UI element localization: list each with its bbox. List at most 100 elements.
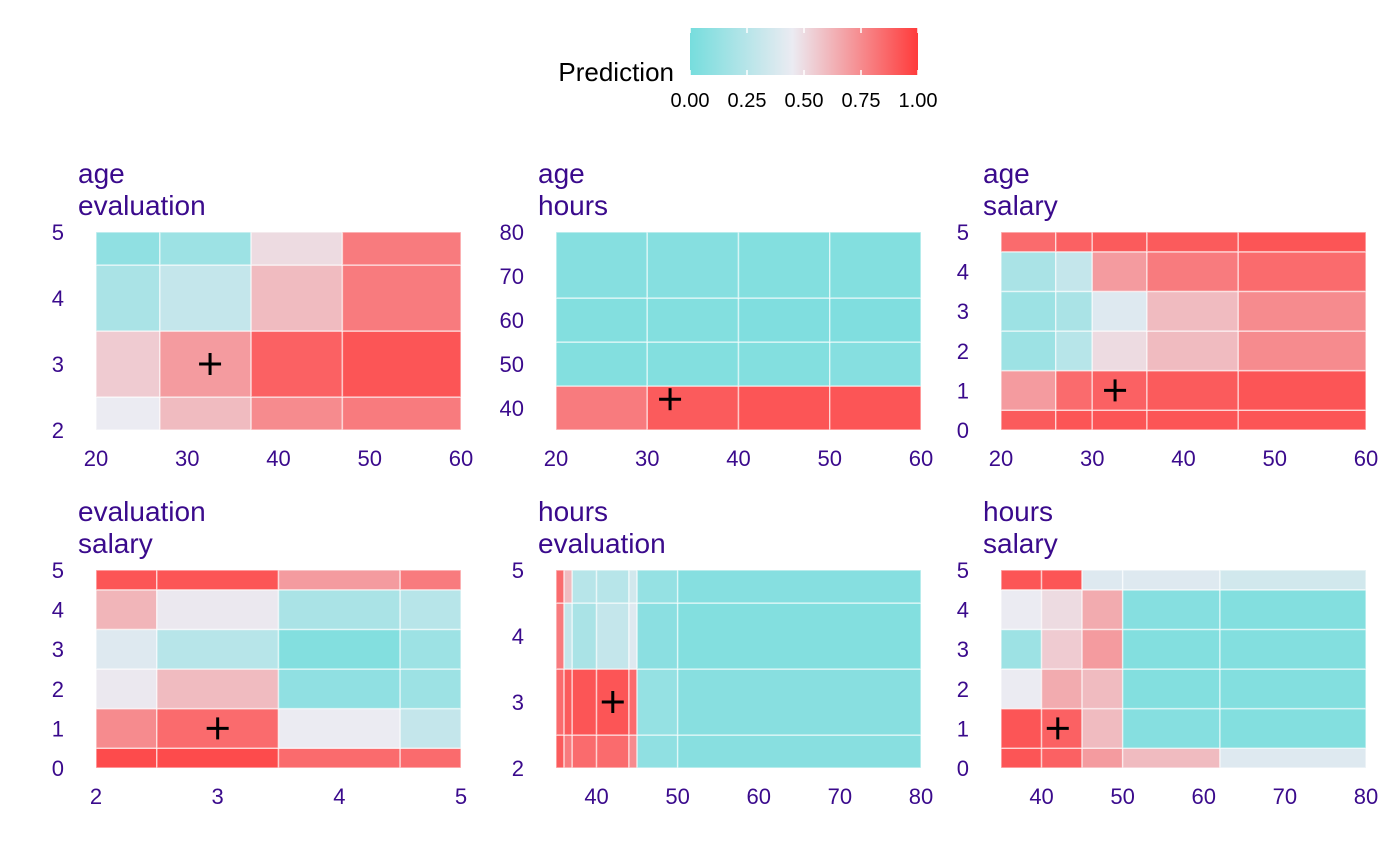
panel-title-line: age (78, 158, 125, 189)
heatmap-cell (156, 569, 280, 591)
heatmap-cells (555, 231, 922, 431)
x-tick-label: 50 (1110, 784, 1134, 809)
heatmap-cell (1081, 589, 1124, 631)
x-tick-label: 40 (1029, 784, 1053, 809)
y-tick-label: 4 (957, 260, 969, 285)
heatmap-cell (676, 569, 922, 604)
heatmap-cell (277, 589, 401, 631)
heatmap-cell (555, 231, 648, 299)
x-tick-label: 4 (333, 784, 345, 809)
heatmap-plot: 2 3 4 5 0 1 2 3 4 5 (52, 558, 467, 809)
y-tick-label: 2 (512, 756, 524, 781)
heatmap-cell (341, 264, 462, 332)
x-tick-label: 40 (266, 446, 290, 471)
x-tick-label: 80 (1354, 784, 1378, 809)
heatmap-cell (555, 668, 565, 736)
heatmap-cell (250, 231, 344, 266)
heatmap-cell (1000, 369, 1057, 411)
y-tick-label: 4 (957, 598, 969, 623)
heatmap-cell (250, 330, 344, 398)
heatmap-cell (1121, 628, 1221, 670)
heatmap-cell (737, 385, 831, 431)
heatmap-cell (1219, 569, 1367, 591)
y-tick-label: 5 (52, 220, 64, 245)
heatmap-panel-age-salary: age salary 20 30 40 50 60 0 1 2 3 4 5 (905, 150, 1378, 482)
y-tick-label: 4 (52, 286, 64, 311)
heatmap-cell (156, 747, 280, 769)
heatmap-plot: 20 30 40 50 60 40 50 60 70 80 (500, 220, 933, 471)
heatmap-cell (156, 628, 280, 670)
panel-title-line: salary (983, 528, 1058, 559)
y-tick-label: 4 (512, 624, 524, 649)
heatmap-cell (250, 396, 344, 431)
heatmap-cell (1040, 628, 1083, 670)
heatmap-cell (1146, 251, 1239, 293)
heatmap-cell (1146, 409, 1239, 431)
heatmap-cell (628, 602, 638, 670)
heatmap-cell (636, 734, 679, 769)
x-tick-label: 3 (212, 784, 224, 809)
heatmap-cell (277, 569, 401, 591)
y-tick-label: 60 (500, 308, 524, 333)
y-tick-label: 50 (500, 352, 524, 377)
y-tick-label: 2 (52, 677, 64, 702)
prediction-legend: Prediction 0.00 0.25 0.50 0.75 1.00 (558, 28, 938, 112)
panel-title-line: hours (538, 496, 609, 527)
y-tick-label: 3 (512, 690, 524, 715)
heatmap-cell (277, 668, 401, 710)
panel-title-line: hours (983, 496, 1054, 527)
observation-marker (1046, 717, 1069, 740)
heatmap-cell (95, 569, 158, 591)
heatmap-cell (95, 589, 158, 631)
heatmap-cell (95, 668, 158, 710)
heatmap-cell (646, 341, 740, 387)
heatmap-cell (1237, 409, 1367, 431)
x-tick-label: 40 (1171, 446, 1195, 471)
heatmap-cell (636, 602, 679, 670)
heatmap-cell (563, 569, 573, 604)
heatmap-cell (1219, 668, 1367, 710)
heatmap-cell (1000, 569, 1043, 591)
x-tick-label: 60 (1192, 784, 1216, 809)
heatmap-cell (829, 297, 922, 343)
heatmap-cell (1237, 369, 1367, 411)
heatmap-cell (399, 589, 462, 631)
legend-tick-label: 1.00 (899, 90, 938, 112)
heatmap-cell (95, 231, 161, 266)
heatmap-cell (628, 668, 638, 736)
legend-tick-label: 0.75 (842, 90, 881, 112)
heatmap-cell (555, 385, 648, 431)
heatmap-plot: 20 30 40 50 60 2 3 4 5 (52, 220, 473, 471)
heatmap-cell (571, 734, 598, 769)
heatmap-cell (1081, 628, 1124, 670)
x-tick-label: 20 (989, 446, 1013, 471)
heatmap-cell (341, 396, 462, 431)
observation-marker (206, 717, 229, 740)
heatmap-cell (1219, 589, 1367, 631)
x-tick-label: 5 (455, 784, 467, 809)
heatmap-cell (595, 734, 630, 769)
heatmap-panel-hours-salary: hours salary 40 50 60 70 80 0 1 2 3 4 5 (905, 488, 1378, 820)
heatmap-cell (636, 668, 679, 736)
x-tick-label: 70 (1273, 784, 1297, 809)
x-tick-label: 50 (358, 446, 382, 471)
heatmap-cell (1040, 569, 1083, 591)
observation-marker (1104, 379, 1127, 402)
x-tick-label: 30 (1080, 446, 1104, 471)
heatmap-cell (1055, 330, 1093, 372)
heatmap-cell (95, 330, 161, 398)
heatmap-cell (563, 734, 573, 769)
heatmap-cell (1146, 231, 1239, 253)
heatmap-cell (399, 668, 462, 710)
heatmap-cell (636, 569, 679, 604)
heatmap-cell (1000, 747, 1043, 769)
y-tick-label: 0 (957, 756, 969, 781)
y-tick-label: 1 (957, 378, 969, 403)
y-tick-label: 80 (500, 220, 524, 245)
heatmap-cells (1000, 569, 1367, 769)
heatmap-cell (563, 668, 573, 736)
legend-tick-label: 0.50 (785, 90, 824, 112)
x-tick-label: 70 (828, 784, 852, 809)
heatmap-panel-age-evaluation: age evaluation 20 30 40 50 60 2 3 4 5 (0, 150, 473, 482)
heatmap-cell (595, 569, 630, 604)
